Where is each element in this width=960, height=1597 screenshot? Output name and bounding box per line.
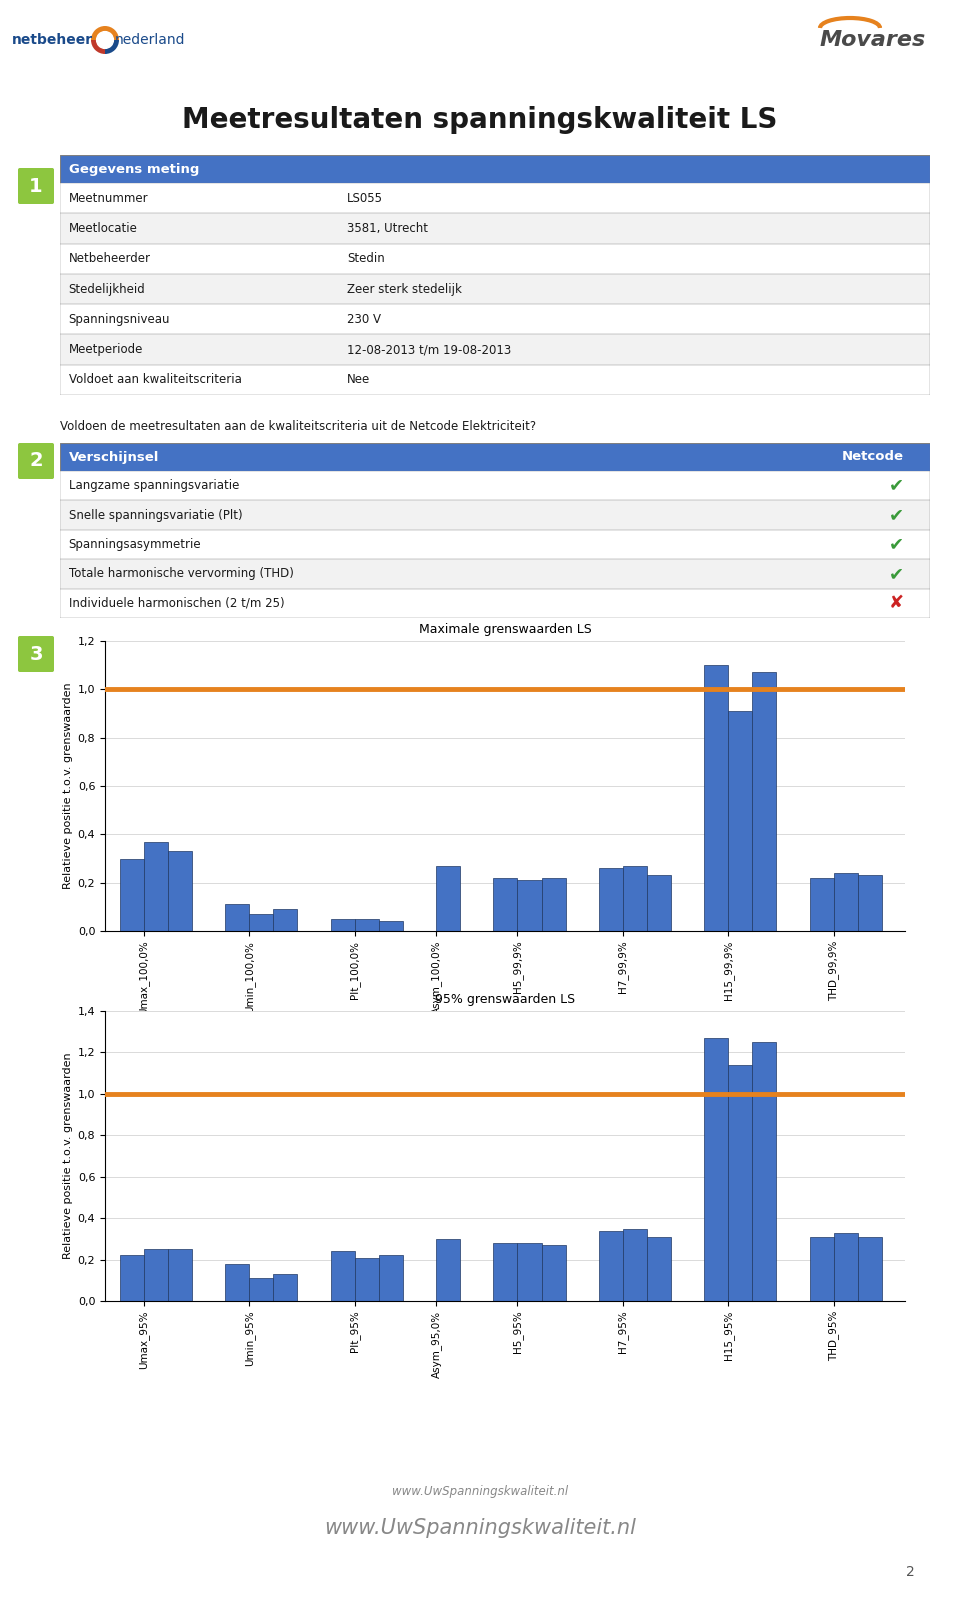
Bar [517, 880, 541, 931]
Bar [599, 869, 623, 931]
Circle shape [97, 32, 113, 48]
Bar [144, 1249, 168, 1302]
Text: netbeheer: netbeheer [12, 34, 93, 46]
Text: Langzame spanningsvariatie: Langzame spanningsvariatie [69, 479, 239, 492]
Y-axis label: Relatieve positie t.o.v. grenswaarden: Relatieve positie t.o.v. grenswaarden [63, 682, 74, 890]
FancyBboxPatch shape [18, 636, 54, 672]
Text: Individuele harmonischen (2 t/m 25): Individuele harmonischen (2 t/m 25) [69, 597, 284, 610]
Text: www.UwSpanningskwaliteit.nl: www.UwSpanningskwaliteit.nl [324, 1519, 636, 1538]
Bar [436, 866, 460, 931]
Text: 3581, Utrecht: 3581, Utrecht [348, 222, 428, 235]
Text: Meetnummer: Meetnummer [69, 192, 149, 204]
Bar [379, 1255, 403, 1302]
Text: Netbeheerder: Netbeheerder [69, 252, 151, 265]
Bar [834, 1233, 858, 1302]
Text: Stedin: Stedin [348, 252, 385, 265]
Text: Stedelijkheid: Stedelijkheid [69, 283, 146, 295]
Text: Gegevens meting: Gegevens meting [69, 163, 199, 176]
Bar [330, 1252, 354, 1302]
Text: 12-08-2013 t/m 19-08-2013: 12-08-2013 t/m 19-08-2013 [348, 343, 512, 356]
Bar [517, 1242, 541, 1302]
Bar [120, 1255, 144, 1302]
Text: Snelle spanningsvariatie (Plt): Snelle spanningsvariatie (Plt) [69, 508, 242, 522]
Bar [250, 1278, 274, 1302]
Bar [168, 851, 192, 931]
Bar [274, 1274, 298, 1302]
Bar [647, 1236, 671, 1302]
Bar [858, 1236, 882, 1302]
Text: ✔: ✔ [889, 506, 904, 524]
Bar [647, 875, 671, 931]
Text: 3: 3 [29, 645, 43, 663]
Bar [493, 878, 517, 931]
Text: 1: 1 [29, 177, 43, 195]
Text: Spanningsasymmetrie: Spanningsasymmetrie [69, 538, 202, 551]
Bar [705, 666, 729, 931]
FancyBboxPatch shape [18, 168, 54, 204]
Text: ✔: ✔ [889, 476, 904, 495]
Wedge shape [105, 40, 119, 54]
Bar [168, 1249, 192, 1302]
Text: ✔: ✔ [889, 535, 904, 554]
Bar [705, 1038, 729, 1302]
Text: 2: 2 [905, 1565, 914, 1579]
Text: Verschijnsel: Verschijnsel [69, 450, 159, 463]
Bar [809, 1236, 834, 1302]
Text: nederland: nederland [115, 34, 185, 46]
Text: Meetperiode: Meetperiode [69, 343, 143, 356]
Bar [809, 878, 834, 931]
Text: ✘: ✘ [889, 594, 904, 612]
Bar [541, 878, 565, 931]
Bar [379, 921, 403, 931]
Text: Totale harmonische vervorming (THD): Totale harmonische vervorming (THD) [69, 567, 294, 580]
Text: Meetlocatie: Meetlocatie [69, 222, 137, 235]
Bar [144, 842, 168, 931]
Bar [729, 1065, 753, 1302]
Text: 2: 2 [29, 452, 43, 471]
Bar [226, 1263, 250, 1302]
Bar [120, 859, 144, 931]
Text: ✔: ✔ [889, 565, 904, 583]
Text: Nee: Nee [348, 374, 371, 386]
Bar [226, 904, 250, 931]
Text: Spanningsniveau: Spanningsniveau [69, 313, 170, 326]
Bar [623, 866, 647, 931]
Title: 95% grenswaarden LS: 95% grenswaarden LS [435, 993, 575, 1006]
Text: 230 V: 230 V [348, 313, 381, 326]
Bar [330, 918, 354, 931]
Bar [753, 1043, 777, 1302]
Bar [753, 672, 777, 931]
Text: Voldoet aan kwaliteitscriteria: Voldoet aan kwaliteitscriteria [69, 374, 242, 386]
FancyBboxPatch shape [18, 442, 54, 479]
Text: Netcode: Netcode [842, 450, 904, 463]
Text: LS055: LS055 [348, 192, 383, 204]
Bar [250, 913, 274, 931]
Text: www.UwSpanningskwaliteit.nl: www.UwSpanningskwaliteit.nl [392, 1485, 568, 1498]
Bar [599, 1231, 623, 1302]
Bar [493, 1242, 517, 1302]
Text: Movares: Movares [820, 30, 926, 50]
Bar [274, 909, 298, 931]
Title: Maximale grenswaarden LS: Maximale grenswaarden LS [419, 623, 591, 636]
Wedge shape [91, 26, 119, 40]
Bar [541, 1246, 565, 1302]
Y-axis label: Relatieve positie t.o.v. grenswaarden: Relatieve positie t.o.v. grenswaarden [63, 1052, 74, 1260]
Bar [729, 711, 753, 931]
Bar [858, 875, 882, 931]
Text: Voldoen de meetresultaten aan de kwaliteitscriteria uit de Netcode Elektriciteit: Voldoen de meetresultaten aan de kwalite… [60, 420, 536, 433]
Bar [436, 1239, 460, 1302]
Text: Zeer sterk stedelijk: Zeer sterk stedelijk [348, 283, 462, 295]
Bar [354, 1257, 379, 1302]
Wedge shape [91, 40, 105, 54]
Bar [623, 1228, 647, 1302]
Text: Meetresultaten spanningskwaliteit LS: Meetresultaten spanningskwaliteit LS [182, 105, 778, 134]
Bar [834, 874, 858, 931]
Bar [354, 918, 379, 931]
